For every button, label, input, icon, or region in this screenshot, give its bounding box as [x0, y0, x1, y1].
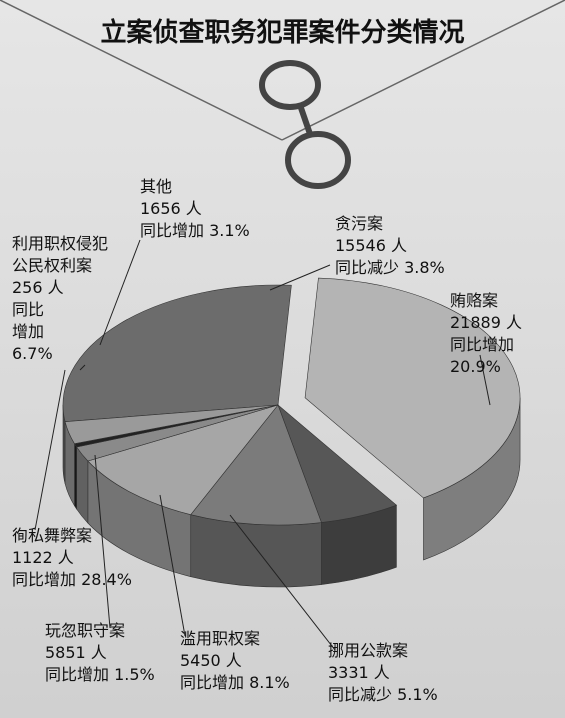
- leader-line: [99, 239, 141, 346]
- slice-change: 同比增加 3.1%: [140, 221, 250, 240]
- slice-value-label: 5851 人: [45, 643, 107, 662]
- handcuffs: [259, 60, 351, 189]
- slice-name: 滥用职权案: [180, 629, 261, 648]
- slice-change: 同比增加 20.9%: [450, 335, 515, 376]
- slice-value-label: 1122 人: [12, 548, 74, 567]
- pie-slice: [190, 404, 322, 526]
- slice-value-label: 3331 人: [328, 663, 390, 682]
- chart-title: 立案侦查职务犯罪案件分类情况: [100, 18, 465, 48]
- slice-name: 挪用公款案: [328, 641, 409, 660]
- leader-line: [79, 364, 86, 371]
- pie-slice: [87, 404, 279, 516]
- pie-side: [190, 514, 322, 588]
- slice-value-label: 1656 人: [140, 199, 202, 218]
- pie-slice: [64, 404, 279, 445]
- decor-line: [281, 0, 565, 141]
- slice-name: 贿赂案: [450, 291, 499, 310]
- slice-change: 同比减少 3.8%: [335, 258, 445, 277]
- slice-value-label: 15546 人: [335, 236, 407, 255]
- slice-change: 同比增加 28.4%: [12, 570, 132, 589]
- leader-line: [159, 494, 186, 637]
- slice-value-label: 256 人: [12, 278, 64, 297]
- slice-name: 其他: [140, 177, 173, 196]
- slice-name: 利用职权侵犯公民权利案: [12, 234, 109, 275]
- slice-value-label: 21889 人: [450, 313, 522, 332]
- pie-slice: [62, 284, 292, 423]
- slice-change: 同比增加 1.5%: [45, 665, 155, 684]
- pie-side: [74, 442, 77, 510]
- slice-name: 贪污案: [335, 214, 384, 233]
- leader-line: [94, 454, 111, 629]
- leader-line: [229, 514, 336, 651]
- pie-slice: [304, 277, 521, 499]
- slice-change: 同比减少 5.1%: [328, 685, 438, 704]
- decor-line: [0, 0, 283, 141]
- slice-change: 同比增加 6.7%: [12, 300, 53, 363]
- slice-value-label: 5450 人: [180, 651, 242, 670]
- slice-name: 玩忽职守案: [45, 621, 126, 640]
- leader-line: [34, 369, 66, 531]
- slice-change: 同比增加 8.1%: [180, 673, 290, 692]
- leader-line: [479, 354, 491, 406]
- slice-name: 徇私舞弊案: [12, 526, 93, 545]
- leader-line: [269, 264, 331, 291]
